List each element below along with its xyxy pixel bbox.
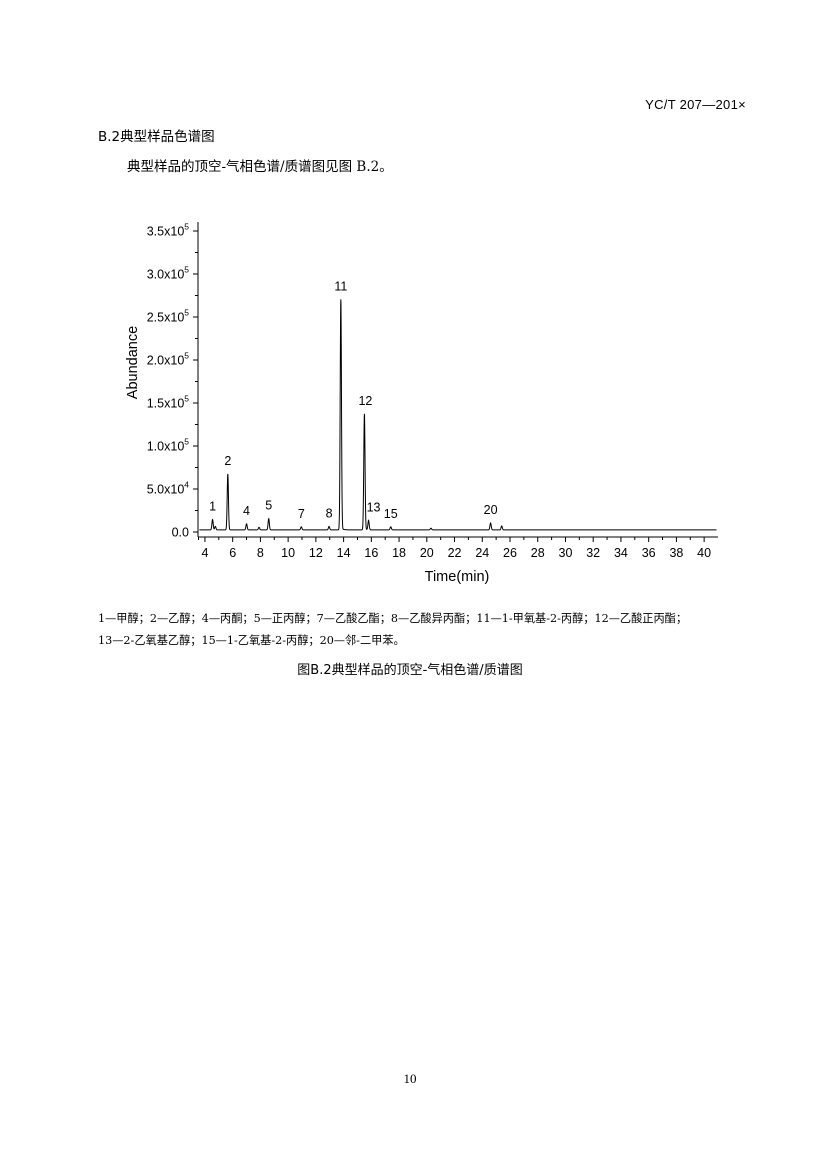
y-tick-label: 1.0x105 — [147, 437, 190, 454]
x-tick-label: 26 — [503, 546, 517, 560]
peak-label-20: 20 — [484, 503, 498, 517]
figure-caption: 图B.2典型样品的顶空-气相色谱/质谱图 — [297, 663, 523, 678]
peak-label-2: 2 — [224, 454, 231, 468]
x-tick-label: 14 — [337, 546, 351, 560]
y-tick-label: 2.0x105 — [147, 351, 190, 368]
x-tick-label: 22 — [448, 546, 462, 560]
y-tick-label: 0.0 — [172, 526, 189, 540]
x-tick-label: 40 — [697, 546, 711, 560]
intro-paragraph: 典型样品的顶空-气相色谱/质谱图见图 B.2。 — [127, 159, 393, 175]
x-tick-label: 20 — [420, 546, 434, 560]
x-tick-label: 28 — [531, 546, 545, 560]
x-tick-label: 30 — [559, 546, 573, 560]
x-tick-label: 12 — [309, 546, 323, 560]
y-axis-label: Abundance — [125, 326, 141, 399]
x-tick-label: 34 — [614, 546, 628, 560]
y-tick-label: 5.0x104 — [147, 480, 190, 497]
legend-line-2: 13—2-乙氧基乙醇；15—1-乙氧基-2-丙醇；20—邻-二甲苯。 — [98, 634, 405, 647]
x-axis-ticks: 4 6 8 10 12 14 16 18 20 22 24 26 28 30 32 34 36 38 40 — [198, 537, 711, 560]
peak-label-1: 1 — [209, 500, 216, 514]
chromatogram-chart: 0.0 5.0x104 1.0x105 1.5x105 2.0x105 2.5x105 3.… — [125, 222, 718, 585]
section-heading: B.2典型样品色谱图 — [98, 129, 215, 145]
x-tick-label: 36 — [642, 546, 656, 560]
y-tick-label: 3.0x105 — [147, 265, 190, 282]
peak-label-4: 4 — [243, 504, 250, 518]
y-tick-label: 1.5x105 — [147, 394, 190, 411]
peak-label-8: 8 — [326, 506, 333, 520]
y-tick-label: 2.5x105 — [147, 308, 190, 325]
x-tick-label: 10 — [281, 546, 295, 560]
peak-legend: 1—甲醇；2—乙醇；4—丙酮；5—正丙醇；7—乙酸乙酯；8—乙酸异丙酯；11—1… — [98, 608, 738, 652]
x-axis-label: Time(min) — [425, 569, 490, 585]
x-tick-label: 8 — [257, 546, 264, 560]
x-tick-label: 38 — [669, 546, 683, 560]
x-tick-label: 18 — [392, 546, 406, 560]
y-tick-label: 3.5x105 — [147, 222, 190, 239]
x-tick-label: 6 — [229, 546, 236, 560]
legend-line-1: 1—甲醇；2—乙醇；4—丙酮；5—正丙醇；7—乙酸乙酯；8—乙酸异丙酯；11—1… — [98, 612, 688, 625]
peak-label-12: 12 — [358, 394, 372, 408]
peak-label-13: 13 — [367, 500, 381, 514]
x-tick-label: 24 — [475, 546, 489, 560]
peak-label-5: 5 — [265, 499, 272, 513]
x-tick-label: 4 — [201, 546, 208, 560]
peak-label-15: 15 — [384, 507, 398, 521]
y-axis-ticks: 0.0 5.0x104 1.0x105 1.5x105 2.0x105 2.5x105 3.… — [147, 222, 198, 540]
document-code: YC/T 207—201× — [645, 97, 746, 112]
page-number: 10 — [403, 1071, 417, 1086]
chart-axes — [197, 222, 718, 538]
peak-label-11: 11 — [334, 279, 347, 293]
chromatogram-trace — [199, 299, 717, 531]
peak-label-7: 7 — [298, 507, 305, 521]
x-tick-label: 32 — [586, 546, 600, 560]
x-tick-label: 16 — [364, 546, 378, 560]
